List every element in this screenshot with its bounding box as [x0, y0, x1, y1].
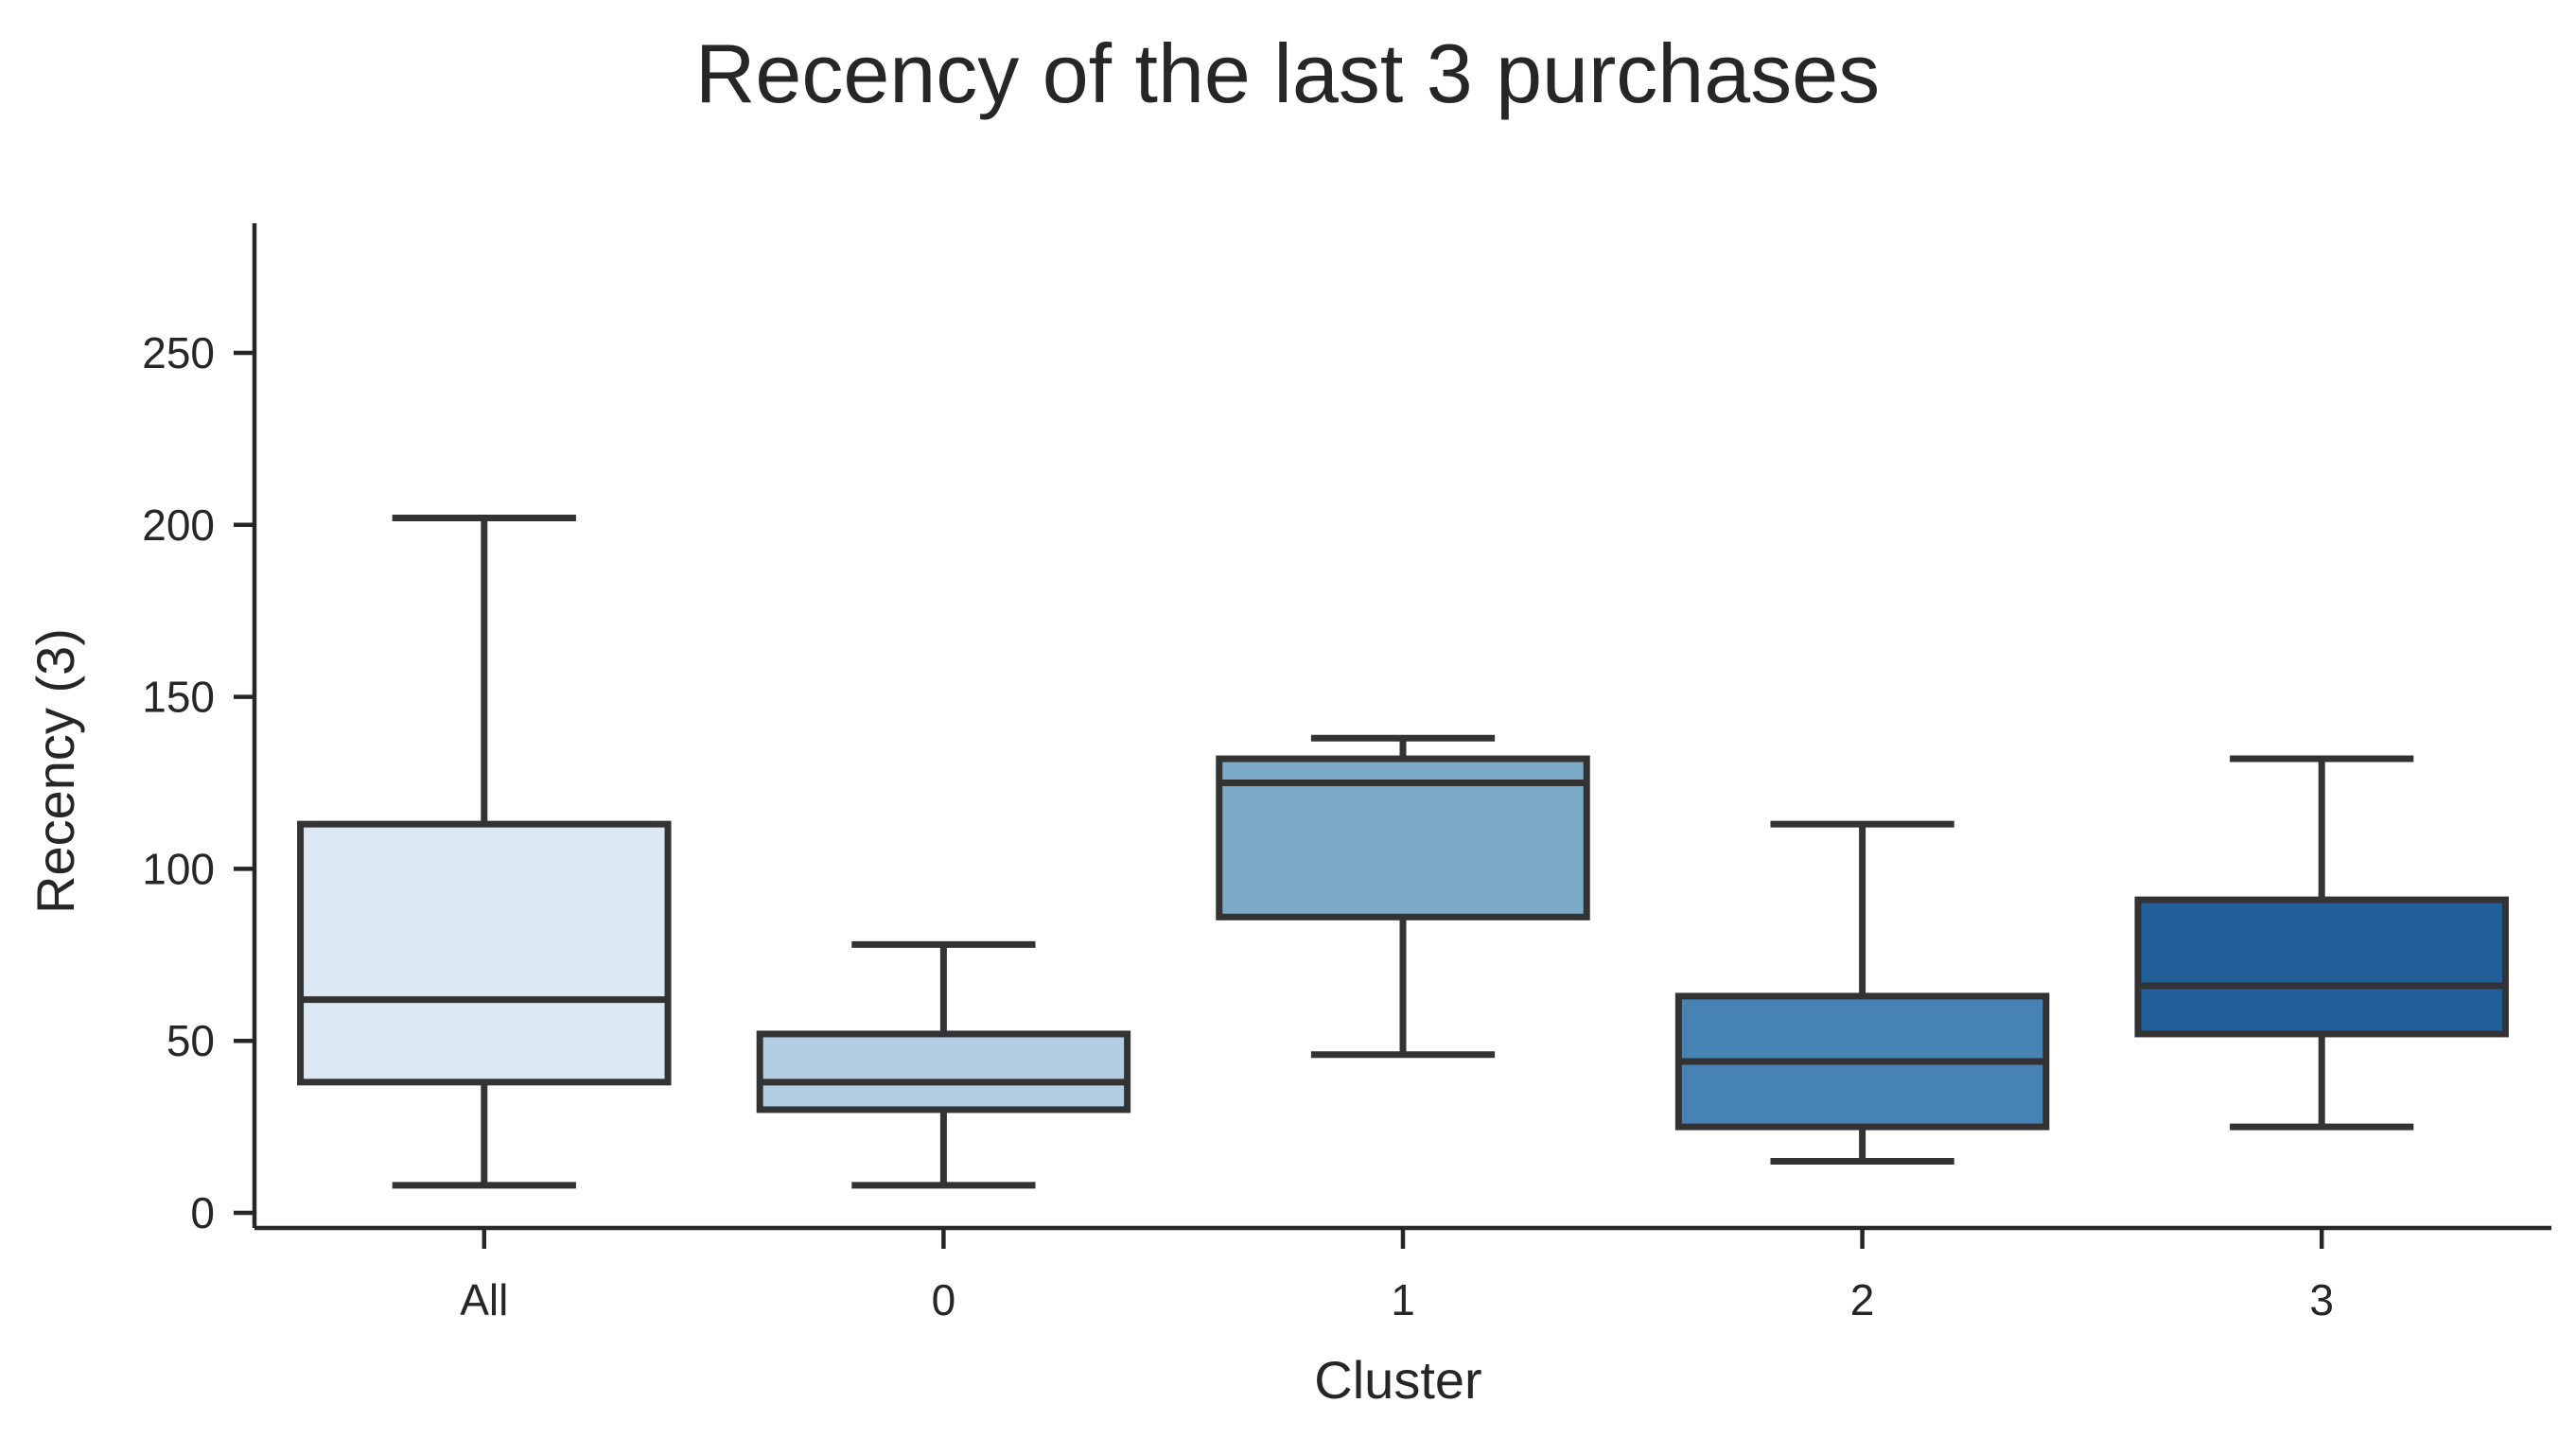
y-tick-label: 250 [142, 328, 215, 377]
plot-area: 0 50 100 150 200 250 All 0 1 2 3 [142, 223, 2551, 1324]
y-tick-label: 200 [142, 500, 215, 550]
x-axis-label: Cluster [1314, 1350, 1481, 1410]
chart-title: Recency of the last 3 purchases [695, 26, 1880, 120]
x-tick-label: 1 [1391, 1275, 1415, 1324]
y-tick-label: 100 [142, 844, 215, 893]
box-cluster-3 [2134, 896, 2509, 1038]
y-axis-label: Recency (3) [26, 628, 85, 914]
x-tick-label: All [460, 1275, 508, 1324]
box-all [297, 820, 672, 1086]
x-tick-label: 0 [932, 1275, 956, 1324]
x-tick-label: 2 [1850, 1275, 1875, 1324]
x-tick-label: 3 [2309, 1275, 2334, 1324]
y-tick-label: 0 [190, 1188, 215, 1237]
y-tick-label: 50 [166, 1016, 215, 1065]
box-cluster-0 [756, 1030, 1131, 1114]
y-tick-label: 150 [142, 673, 215, 722]
